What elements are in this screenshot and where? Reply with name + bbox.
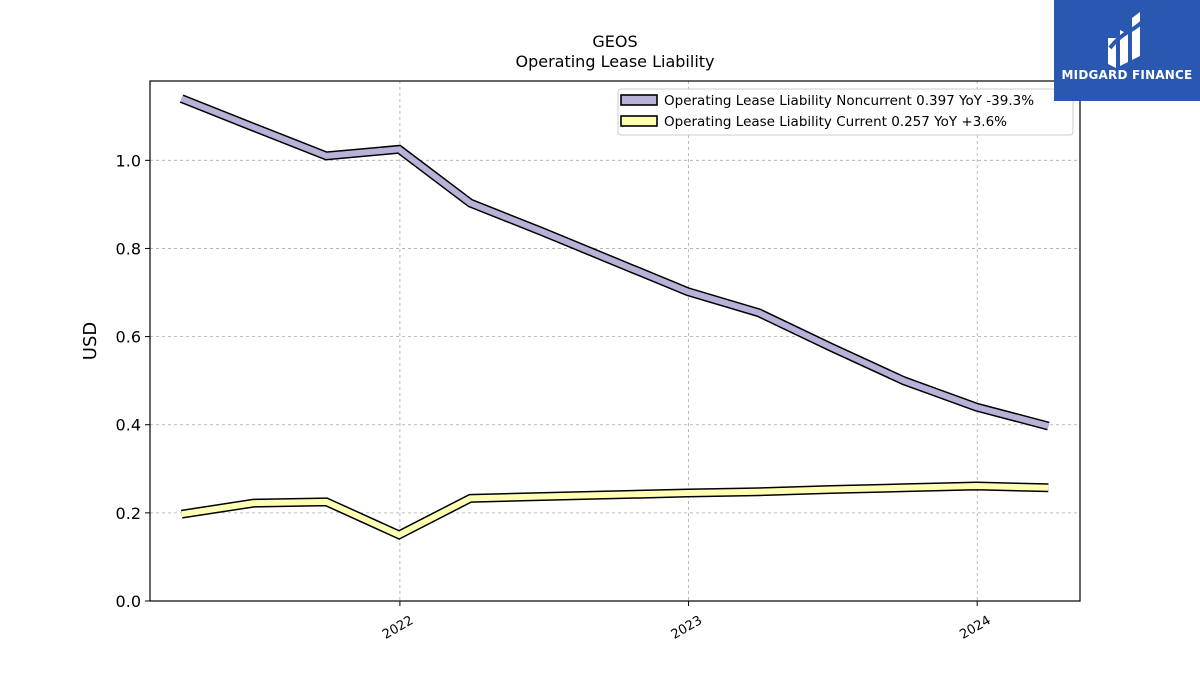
x-tick-label: 2024 (957, 613, 993, 643)
series-1 (180, 481, 1049, 540)
y-tick-label: 0.8 (116, 239, 141, 258)
y-tick-label: 0.2 (116, 504, 141, 523)
grid (150, 81, 1080, 601)
series-group (179, 94, 1050, 540)
legend: Operating Lease Liability Noncurrent 0.3… (617, 88, 1074, 136)
series-line (180, 95, 1050, 429)
y-tick-label: 0.0 (116, 592, 141, 611)
axes: 0.0 0.2 0.4 0.6 0.8 1.0 2022 2023 2024 (116, 80, 1081, 643)
logo-text: MIDGARD FINANCE (1061, 68, 1193, 82)
plot-frame (149, 80, 1081, 602)
legend-swatch (620, 115, 658, 127)
legend-label: Operating Lease Liability Noncurrent 0.3… (664, 93, 1034, 109)
x-tick-label: 2023 (669, 613, 705, 643)
chart-subtitle: Operating Lease Liability (515, 52, 714, 71)
y-tick-label: 0.4 (116, 416, 141, 435)
y-tick-label: 1.0 (116, 151, 141, 170)
y-tick-label: 0.6 (116, 328, 141, 347)
series-line (181, 482, 1049, 539)
chart-title: GEOS (592, 32, 637, 51)
y-axis-label: USD (80, 322, 101, 360)
legend-label: Operating Lease Liability Current 0.257 … (664, 114, 1007, 130)
legend-box (617, 88, 1074, 136)
legend-swatch (620, 94, 658, 106)
midgard-finance-logo: MIDGARD FINANCE (1054, 0, 1200, 101)
series-0 (179, 94, 1050, 431)
x-tick-label: 2022 (380, 613, 416, 643)
logo-mark-icon (1108, 12, 1144, 68)
